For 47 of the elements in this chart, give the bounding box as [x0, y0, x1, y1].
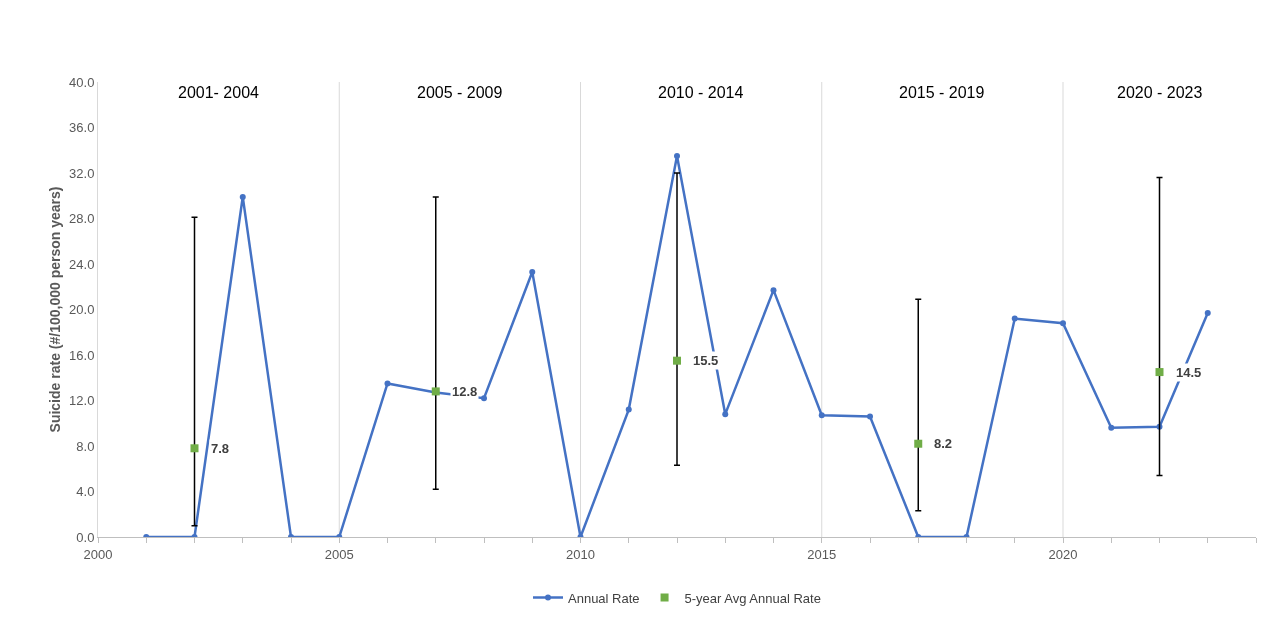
x-tick-label: 2005	[324, 546, 354, 562]
point	[770, 287, 777, 294]
y-tick-label: 28.0	[69, 211, 95, 227]
point	[674, 152, 680, 159]
point	[1108, 424, 1115, 431]
data-label: 8.2	[934, 436, 953, 451]
y-tick-label: 8.0	[76, 438, 95, 454]
data-label: 7.8	[211, 441, 230, 456]
point	[529, 268, 536, 275]
point	[384, 380, 391, 387]
y-tick-label: 20.0	[69, 302, 95, 318]
x-tick-label: 2010	[566, 546, 595, 562]
legend-label: Annual Rate	[568, 590, 640, 606]
point	[239, 193, 246, 200]
y-tick-label: 24.0	[69, 256, 95, 272]
y-tick-label: 0.0	[76, 529, 95, 545]
y-tick-label: 4.0	[76, 484, 95, 500]
point	[1204, 309, 1211, 316]
y-tick-label: 12.0	[69, 393, 95, 409]
legend-label: 5-year Avg Annual Rate	[684, 590, 821, 606]
annotation: 2010 - 2014	[658, 84, 744, 101]
y-tick-label: 16.0	[69, 347, 95, 363]
point	[1060, 320, 1066, 327]
x-tick-label: 2000	[83, 546, 113, 562]
annotation: 2001- 2004	[178, 84, 260, 101]
y-tick-label: 32.0	[69, 165, 95, 181]
point	[481, 395, 487, 402]
y-axis-title: Suicide rate (#/100,000 person years)	[47, 186, 63, 433]
point	[1155, 368, 1164, 377]
data-label: 14.5	[1176, 365, 1202, 380]
annotation: 2015 - 2019	[899, 84, 985, 101]
point	[190, 444, 199, 453]
data-label: 15.5	[693, 353, 719, 368]
point	[867, 413, 873, 420]
data-label: 12.8	[452, 384, 478, 399]
point	[914, 439, 923, 448]
point	[1011, 315, 1018, 322]
x-tick-label: 2020	[1048, 546, 1078, 562]
point	[722, 411, 729, 418]
annotation: 2005 - 2009	[417, 84, 503, 101]
annotation: 2020 - 2023	[1117, 84, 1203, 101]
point	[673, 356, 681, 365]
y-tick-label: 40.0	[69, 74, 95, 90]
point	[818, 412, 825, 419]
x-tick-label: 2015	[807, 546, 837, 562]
point	[625, 406, 632, 413]
y-tick-label: 36.0	[69, 120, 95, 136]
